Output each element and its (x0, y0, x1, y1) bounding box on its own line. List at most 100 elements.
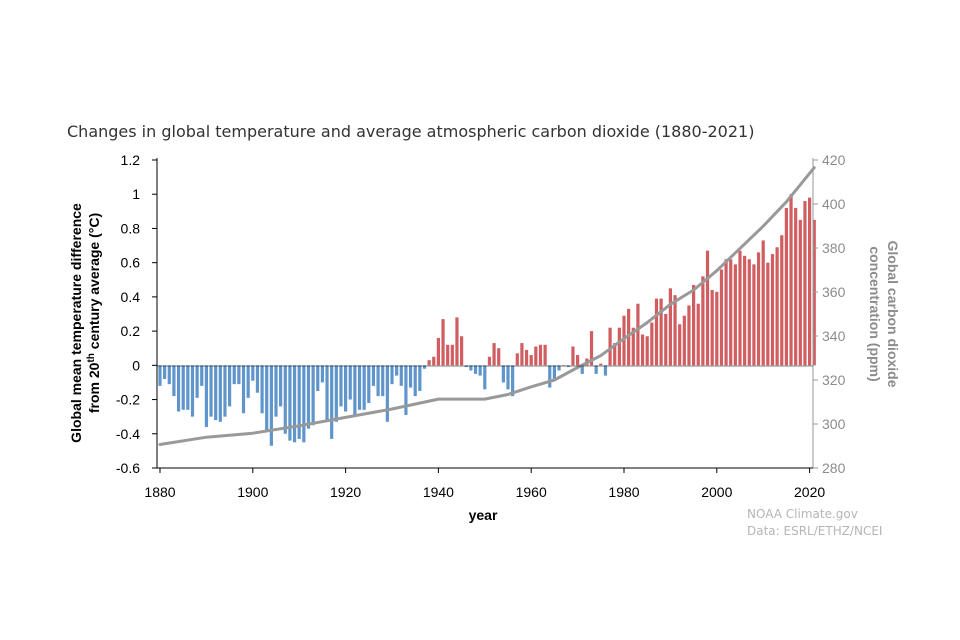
bar-1960 (529, 355, 533, 366)
bar-1942 (446, 344, 450, 366)
bar-2006 (743, 255, 747, 366)
bar-1892 (214, 365, 218, 421)
x-axis-label: year (469, 507, 498, 523)
bar-1894 (223, 365, 227, 417)
bar-1973 (589, 331, 594, 366)
bar-1976 (603, 365, 608, 376)
bar-1979 (617, 327, 621, 366)
bar-1994 (687, 305, 691, 366)
bar-1961 (534, 346, 538, 366)
y2-tick-label: 300 (822, 416, 846, 432)
bar-1950 (483, 365, 487, 390)
bar-1978 (613, 343, 617, 366)
bar-1941 (441, 319, 445, 366)
bar-2011 (766, 262, 770, 366)
y-tick-label: 1.2 (121, 152, 141, 168)
bar-1880 (158, 365, 162, 386)
bar-1996 (696, 303, 700, 366)
bar-1918 (334, 365, 338, 422)
bar-1893 (218, 365, 222, 422)
bar-1940 (436, 337, 440, 366)
bar-1920 (344, 365, 348, 412)
bar-1921 (348, 365, 352, 400)
bar-1934 (408, 365, 413, 388)
y2-axis-label-line1: Global carbon dioxide (885, 240, 901, 387)
bar-2009 (756, 252, 761, 366)
bar-1935 (413, 365, 417, 397)
bar-1992 (678, 324, 682, 366)
bar-2019 (803, 201, 807, 366)
bar-1982 (631, 327, 635, 366)
y2-tick-label: 420 (822, 152, 846, 168)
chart-title: Changes in global temperature and averag… (67, 122, 754, 141)
bar-2000 (715, 291, 719, 366)
bar-1951 (487, 356, 492, 366)
bar-2013 (775, 247, 779, 366)
bar-1964 (548, 365, 552, 388)
bar-2003 (729, 259, 733, 366)
bar-1922 (353, 365, 357, 415)
bar-1896 (232, 365, 236, 385)
bar-1990 (668, 288, 672, 366)
bar-1911 (302, 365, 306, 443)
bar-1969 (571, 346, 575, 366)
bar-1952 (492, 343, 496, 366)
x-tick-label: 2020 (794, 484, 825, 500)
bar-1957 (515, 353, 519, 366)
bar-1938 (427, 360, 431, 366)
bar-1980 (622, 315, 626, 366)
x-tick-label: 1880 (144, 484, 175, 500)
bar-1939 (432, 356, 436, 366)
y-axis-label-line1: Global mean temperature difference (68, 203, 84, 443)
bar-2012 (770, 254, 775, 366)
x-tick-label: 1920 (330, 484, 361, 500)
bar-1899 (246, 365, 250, 398)
bar-1989 (664, 314, 668, 366)
bar-1909 (292, 365, 297, 443)
bar-1927 (376, 365, 380, 397)
bar-1912 (306, 365, 311, 429)
y2-tick-label: 280 (822, 460, 846, 476)
bar-1930 (390, 365, 394, 385)
bar-1905 (274, 365, 278, 417)
bar-2014 (780, 235, 784, 366)
bar-1971 (580, 365, 584, 374)
bar-2017 (794, 207, 798, 366)
bar-1904 (269, 365, 273, 446)
bar-1936 (418, 365, 422, 391)
bar-1884 (176, 365, 181, 412)
y2-tick-label: 400 (822, 196, 846, 212)
x-tick-label: 1900 (237, 484, 268, 500)
left-y-ticks: -0.6 -0.4 -0.2 0 0.2 0.4 0.6 0.8 1 1.2 (116, 152, 157, 476)
bar-1955 (506, 365, 510, 390)
bar-1887 (190, 365, 195, 417)
bar-1923 (357, 365, 362, 410)
bar-1885 (181, 365, 185, 410)
bar-1954 (501, 365, 505, 383)
bar-1901 (255, 365, 260, 393)
bar-1910 (297, 365, 301, 439)
y2-tick-label: 360 (822, 284, 846, 300)
bar-1991 (673, 295, 677, 366)
y-axis-label-line2: from 20th century average (°C) (86, 213, 103, 413)
bar-1919 (339, 365, 343, 407)
bar-1924 (362, 365, 366, 410)
bar-1987 (654, 298, 659, 366)
bar-2015 (784, 207, 788, 366)
y-tick-label: 0 (132, 357, 140, 373)
bar-1932 (399, 365, 403, 386)
bar-2020 (808, 197, 812, 366)
bar-1881 (163, 365, 167, 380)
bar-2016 (789, 194, 793, 366)
bar-2005 (738, 250, 742, 366)
bar-1906 (279, 365, 283, 407)
bar-1967 (562, 365, 566, 366)
bar-1908 (288, 365, 292, 441)
bar-1902 (260, 365, 264, 414)
bar-1983 (636, 303, 640, 366)
bar-1949 (478, 365, 482, 376)
bar-1925 (367, 365, 371, 403)
x-tick-label: 1960 (516, 484, 547, 500)
bar-1985 (645, 336, 649, 366)
